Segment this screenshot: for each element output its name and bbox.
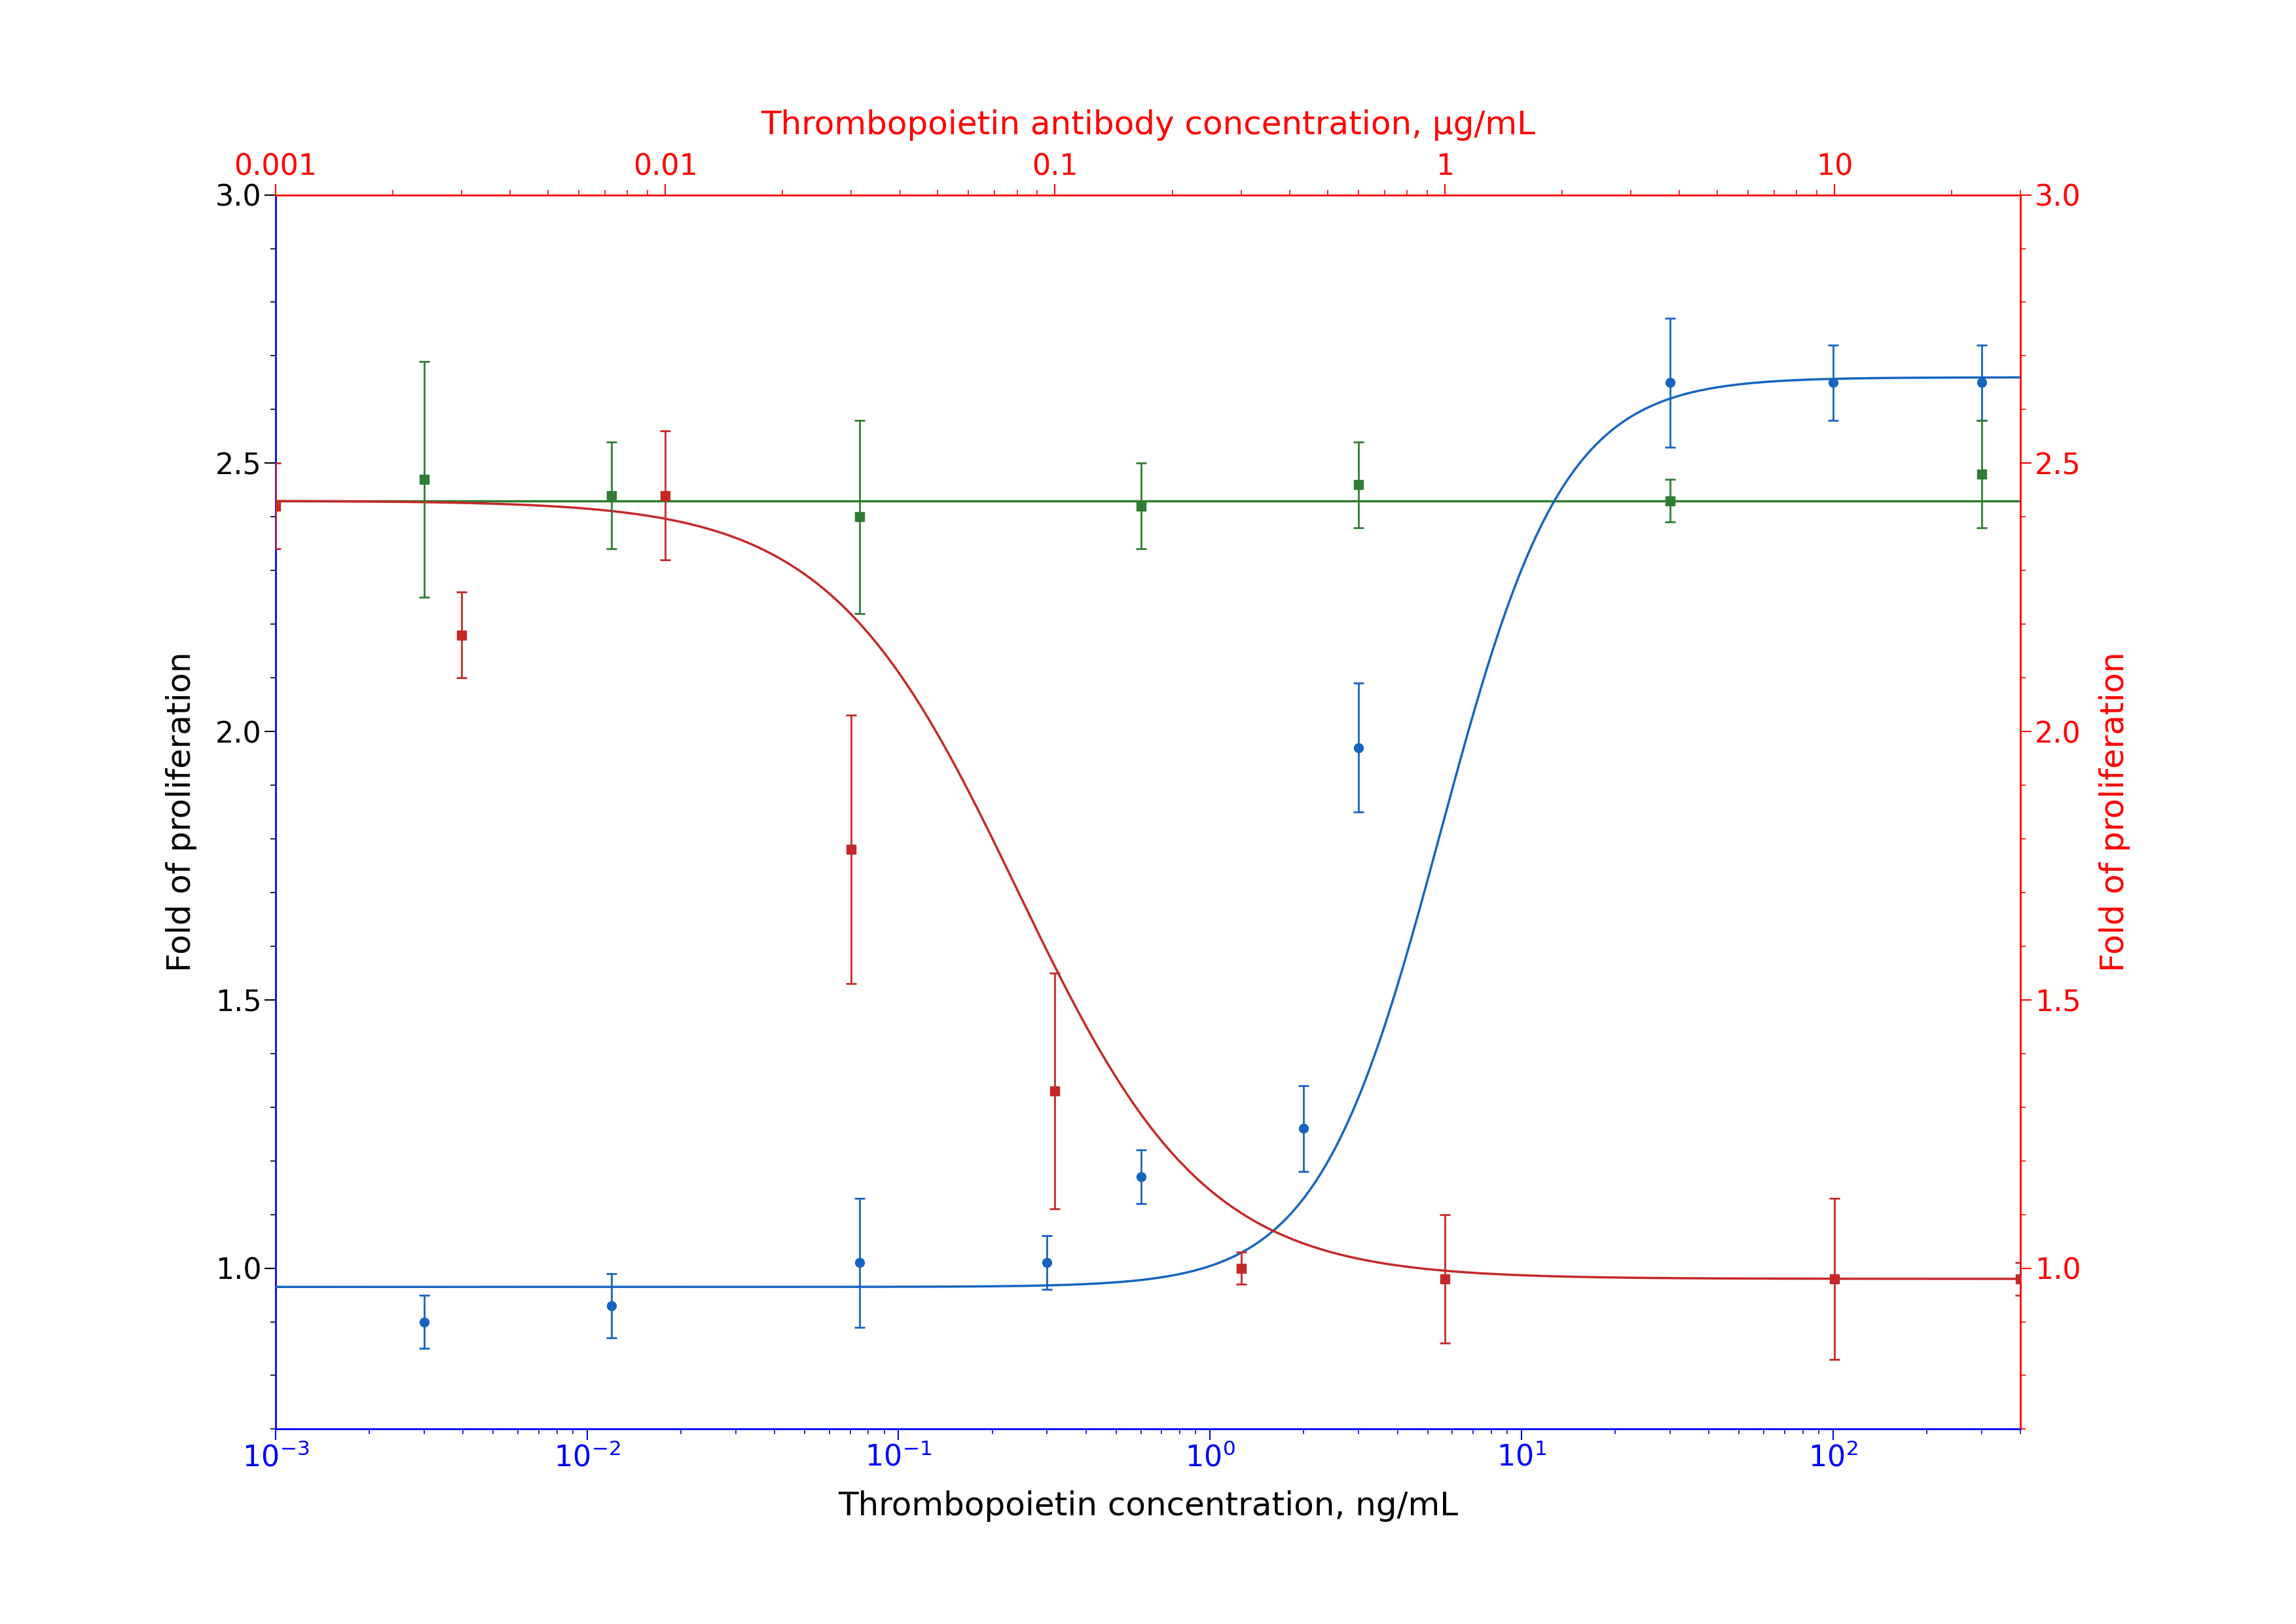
- Y-axis label: Fold of proliferation: Fold of proliferation: [2099, 651, 2131, 973]
- Y-axis label: Fold of proliferation: Fold of proliferation: [165, 651, 197, 973]
- X-axis label: Thrombopoietin concentration, ng/mL: Thrombopoietin concentration, ng/mL: [838, 1491, 1458, 1522]
- X-axis label: Thrombopoietin antibody concentration, μg/mL: Thrombopoietin antibody concentration, μ…: [760, 109, 1536, 141]
